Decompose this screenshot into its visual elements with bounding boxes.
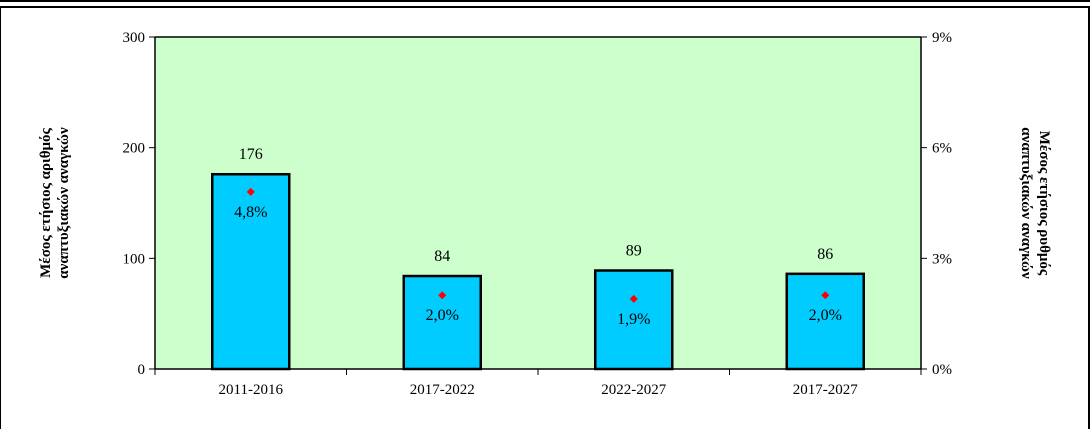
y-right-tick-label: 6%	[932, 141, 952, 157]
bar-value-label: 176	[239, 146, 263, 163]
y-right-tick-label: 0%	[932, 362, 952, 378]
frame-left-line	[0, 6, 1, 429]
y-right-tick-label: 3%	[932, 251, 952, 267]
y-right-tick-label: 9%	[932, 30, 952, 46]
bar	[594, 269, 674, 371]
bar-value-label: 86	[817, 246, 833, 263]
y-axis-left-title-line-1: Μέσος ετήσιος αριθμός	[38, 127, 54, 277]
x-tick-label: 2017-2027	[793, 382, 858, 398]
rate-value-label: 4,8%	[234, 204, 267, 221]
y-axis-right-title-line-1: Μέσος ετήσιος ρυθμός	[1036, 131, 1052, 276]
frame-top-line-1	[0, 0, 1090, 2]
y-axis-left-title-line-2: αναπτυξιακών αναγκών	[56, 127, 72, 279]
rate-marker	[438, 291, 447, 300]
x-tick-label: 2011-2016	[219, 382, 284, 398]
frame-top-line-2	[0, 6, 1090, 8]
rate-marker	[246, 187, 255, 196]
rate-value-label: 1,9%	[617, 311, 650, 328]
y-axis-right-title-line-2: αναπτυξιακών αναγκών	[1018, 127, 1034, 279]
x-tick-label: 2017-2022	[410, 382, 475, 398]
x-tick-label: 2022-2027	[601, 382, 666, 398]
frame-right-line	[1088, 6, 1090, 429]
rate-value-label: 2,0%	[809, 307, 842, 324]
bar-value-label: 84	[434, 248, 450, 265]
y-left-tick-label: 300	[123, 30, 146, 46]
y-left-tick-label: 0	[138, 362, 146, 378]
rate-value-label: 2,0%	[426, 307, 459, 324]
rate-marker	[629, 294, 638, 303]
y-left-tick-label: 200	[123, 141, 146, 157]
bar-value-label: 89	[626, 243, 642, 260]
rate-marker	[821, 291, 830, 300]
bar	[211, 172, 291, 371]
y-left-tick-label: 100	[123, 251, 146, 267]
